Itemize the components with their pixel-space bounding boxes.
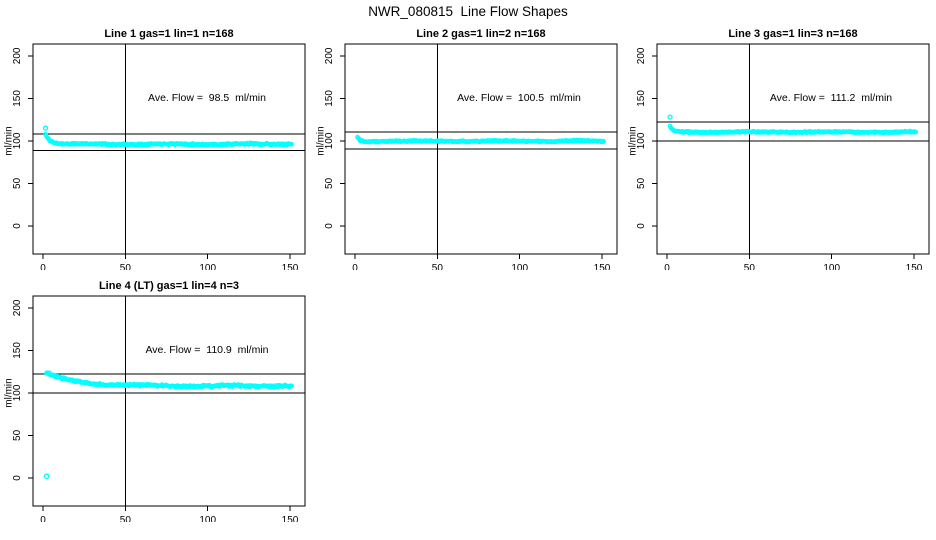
panel-title-line-2: Line 2 gas=1 lin=2 n=168	[416, 28, 546, 40]
figure-title: NWR_080815 Line Flow Shapes	[368, 4, 568, 19]
ave-flow-annotation-line-3: Ave. Flow = 111.2 ml/min	[769, 92, 893, 104]
panel-title-line-1: Line 1 gas=1 lin=1 n=168	[104, 28, 234, 40]
y-tick-label: 0	[12, 223, 23, 229]
lead-data-point	[42, 125, 49, 131]
x-tick-label: 0	[40, 263, 46, 270]
x-tick-label: 50	[120, 515, 132, 522]
y-tick-label: 150	[636, 90, 647, 107]
panel-line-2: 0 50 100 150 0 50 100 150 200 Line 2 gas=1 lin=2…	[312, 18, 624, 270]
y-axis-label-line-2: ml/min	[315, 126, 327, 156]
plot-area-line-1: 0 50 100 150 0 50 100 150 200	[12, 43, 306, 270]
y-tick-label: 100	[636, 132, 647, 149]
y-axis-label-line-1: ml/min	[3, 126, 15, 156]
y-tick-label: 50	[324, 177, 335, 189]
panel-line-4: 0 50 100 150 0 50 100 150 200 Line 4 (LT) gas=1 …	[0, 270, 312, 522]
plot-box	[32, 295, 306, 507]
data-points	[355, 134, 607, 145]
y-tick-label: 200	[12, 299, 23, 316]
lead-data-point	[667, 114, 673, 120]
plot-area-line-3: 0 50 100 150 0 50 100 150 200	[636, 43, 930, 270]
y-tick-label: 150	[12, 342, 23, 359]
data-points	[43, 370, 295, 390]
y-tick-label: 150	[12, 90, 23, 107]
y-tick-label: 150	[324, 90, 335, 107]
panel-line-1: 0 50 100 150 0 50 100 150 200 Line 1 gas=1 lin=1…	[0, 18, 312, 270]
y-axis-label-line-4: ml/min	[3, 378, 15, 408]
y-tick-label: 50	[12, 429, 23, 441]
ave-flow-annotation-line-2: Ave. Flow = 100.5 ml/min	[457, 92, 581, 104]
x-tick-label: 100	[511, 263, 528, 270]
panel-line-3: 0 50 100 150 0 50 100 150 200 Line 3 gas=1 lin=3…	[624, 18, 936, 270]
y-tick-label: 50	[636, 177, 647, 189]
x-tick-label: 150	[282, 263, 299, 270]
data-points	[43, 132, 295, 148]
plot-box	[656, 43, 930, 255]
x-tick-label: 0	[352, 263, 358, 270]
x-tick-label: 50	[432, 263, 444, 270]
plot-area-line-2: 0 50 100 150 0 50 100 150 200	[324, 43, 618, 270]
y-tick-label: 0	[12, 475, 23, 481]
x-tick-label: 100	[823, 263, 840, 270]
x-tick-label: 50	[744, 263, 756, 270]
plot-box	[32, 43, 306, 255]
y-tick-label: 200	[324, 47, 335, 64]
panel-title-line-4: Line 4 (LT) gas=1 lin=4 n=3	[98, 280, 240, 292]
ave-flow-annotation-line-4: Ave. Flow = 110.9 ml/min	[145, 344, 269, 356]
y-tick-label: 100	[12, 132, 23, 149]
y-tick-label: 200	[12, 47, 23, 64]
x-tick-label: 100	[199, 263, 216, 270]
plot-area-line-4: 0 50 100 150 0 50 100 150 200	[12, 295, 306, 522]
y-tick-label: 50	[12, 177, 23, 189]
x-tick-label: 0	[40, 515, 46, 522]
outlier-data-point	[43, 473, 50, 480]
y-tick-label: 100	[12, 384, 23, 401]
y-tick-label: 0	[636, 223, 647, 229]
y-tick-label: 0	[324, 223, 335, 229]
y-axis-label-line-3: ml/min	[627, 126, 639, 156]
x-tick-label: 150	[282, 515, 299, 522]
plot-box	[344, 43, 618, 255]
panel-title-line-3: Line 3 gas=1 lin=3 n=168	[728, 28, 858, 40]
x-tick-label: 0	[664, 263, 670, 270]
ave-flow-annotation-line-1: Ave. Flow = 98.5 ml/min	[148, 92, 266, 104]
y-tick-label: 200	[636, 47, 647, 64]
x-tick-label: 100	[199, 515, 216, 522]
x-tick-label: 150	[906, 263, 923, 270]
data-points	[667, 123, 919, 136]
y-tick-label: 100	[324, 132, 335, 149]
x-tick-label: 50	[120, 263, 132, 270]
x-tick-label: 150	[594, 263, 611, 270]
